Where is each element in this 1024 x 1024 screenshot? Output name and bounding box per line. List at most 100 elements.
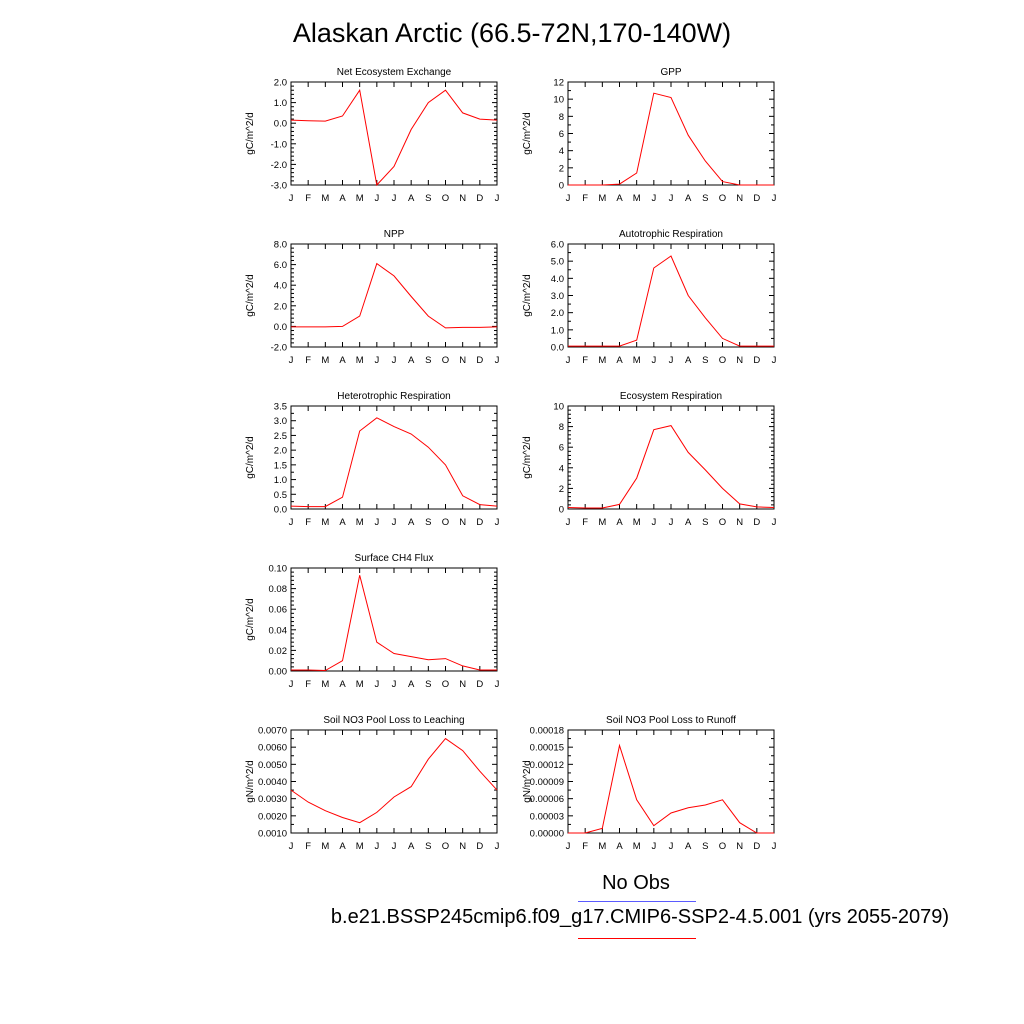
x-tick-label: J xyxy=(289,193,294,204)
x-tick-label: D xyxy=(753,355,760,366)
x-tick-label: M xyxy=(356,679,364,690)
x-tick-label: N xyxy=(459,193,466,204)
y-tick-label: 2.0 xyxy=(274,78,287,89)
y-axis-label: gC/m^2/d xyxy=(522,112,533,155)
x-tick-label: N xyxy=(459,517,466,528)
x-tick-label: J xyxy=(669,841,674,852)
panel-title: Soil NO3 Pool Loss to Runoff xyxy=(606,715,736,726)
x-tick-label: J xyxy=(392,517,397,528)
y-tick-label: 0.00012 xyxy=(530,760,564,771)
x-tick-label: J xyxy=(374,355,379,366)
x-tick-label: J xyxy=(566,517,571,528)
panel-title: Ecosystem Respiration xyxy=(620,391,722,402)
y-tick-label: 1.0 xyxy=(274,475,287,486)
x-tick-label: A xyxy=(408,679,415,690)
y-tick-label: 0.02 xyxy=(269,646,288,657)
x-tick-label: M xyxy=(321,517,329,528)
y-tick-label: 3.0 xyxy=(274,416,287,427)
y-tick-label: 0.0010 xyxy=(258,829,287,840)
y-tick-label: 2 xyxy=(559,484,564,495)
x-tick-label: J xyxy=(392,841,397,852)
x-tick-label: J xyxy=(772,355,777,366)
x-tick-label: N xyxy=(459,679,466,690)
y-tick-label: 0.0030 xyxy=(258,794,287,805)
y-tick-label: 0.00018 xyxy=(530,726,564,737)
plot-frame xyxy=(290,405,498,510)
y-tick-label: 4.0 xyxy=(551,274,564,285)
y-tick-label: 2.5 xyxy=(274,431,287,442)
x-tick-label: F xyxy=(305,841,311,852)
y-tick-label: 6 xyxy=(559,443,564,454)
legend-case-line xyxy=(578,938,696,939)
y-tick-label: 8.0 xyxy=(274,240,287,251)
x-tick-label: O xyxy=(719,355,726,366)
y-tick-label: 0.10 xyxy=(269,564,288,575)
y-tick-label: 0.0020 xyxy=(258,811,287,822)
x-tick-label: J xyxy=(495,679,500,690)
x-tick-label: S xyxy=(425,193,431,204)
x-tick-label: D xyxy=(476,355,483,366)
x-tick-label: F xyxy=(582,355,588,366)
x-tick-label: J xyxy=(772,193,777,204)
x-tick-label: F xyxy=(582,517,588,528)
x-tick-label: S xyxy=(702,841,708,852)
plot-frame xyxy=(290,243,498,348)
y-tick-label: -2.0 xyxy=(271,160,287,171)
y-axis-label: gC/m^2/d xyxy=(522,436,533,479)
x-tick-label: O xyxy=(719,517,726,528)
x-tick-label: S xyxy=(702,193,708,204)
chart-panel-1: Net Ecosystem Exchange gC/m^2/d 2.0 1.0 0.0 -… xyxy=(245,67,500,204)
x-tick-label: D xyxy=(476,517,483,528)
x-tick-label: S xyxy=(425,679,431,690)
y-tick-label: 0.0 xyxy=(274,119,287,130)
series-line xyxy=(290,88,498,187)
x-tick-label: F xyxy=(305,193,311,204)
y-tick-label: 0.0 xyxy=(551,343,564,354)
legend-obs-line xyxy=(578,901,696,902)
x-tick-label: D xyxy=(753,841,760,852)
x-tick-label: A xyxy=(616,193,623,204)
x-tick-label: S xyxy=(702,517,708,528)
x-tick-label: F xyxy=(582,841,588,852)
x-tick-label: J xyxy=(566,841,571,852)
y-axis-label: gN/m^2/d xyxy=(522,760,533,803)
y-axis-label: gC/m^2/d xyxy=(245,274,256,317)
x-tick-label: M xyxy=(356,193,364,204)
x-tick-label: N xyxy=(736,841,743,852)
x-tick-label: O xyxy=(442,679,449,690)
x-tick-label: M xyxy=(356,355,364,366)
plot-frame xyxy=(290,567,498,672)
panel-title: Surface CH4 Flux xyxy=(355,553,434,564)
page-title: Alaskan Arctic (66.5-72N,170-140W) xyxy=(292,18,732,48)
x-tick-label: O xyxy=(719,193,726,204)
x-tick-label: M xyxy=(321,841,329,852)
y-tick-label: 0.00000 xyxy=(530,829,564,840)
x-tick-label: M xyxy=(321,679,329,690)
x-tick-label: J xyxy=(495,841,500,852)
y-tick-label: 12 xyxy=(553,78,564,89)
x-tick-label: J xyxy=(651,355,656,366)
y-tick-label: 5.0 xyxy=(551,257,564,268)
x-tick-label: A xyxy=(616,841,623,852)
x-tick-label: J xyxy=(651,841,656,852)
x-tick-label: D xyxy=(476,679,483,690)
x-tick-label: A xyxy=(339,355,346,366)
chart-panel-4: Autotrophic Respiration gC/m^2/d 6.0 5.0 4.0… xyxy=(522,229,777,366)
x-tick-label: D xyxy=(753,517,760,528)
series-line xyxy=(568,92,774,186)
y-tick-label: 0.0040 xyxy=(258,777,287,788)
y-axis-label: gC/m^2/d xyxy=(245,112,256,155)
y-tick-label: 0.0 xyxy=(274,505,287,516)
y-tick-label: 0.00006 xyxy=(530,794,564,805)
x-tick-label: F xyxy=(582,193,588,204)
x-tick-label: F xyxy=(305,679,311,690)
y-tick-label: 0.00 xyxy=(269,667,288,678)
x-tick-label: J xyxy=(289,355,294,366)
x-tick-label: J xyxy=(289,517,294,528)
y-tick-label: 0.5 xyxy=(274,490,287,501)
y-tick-label: 6 xyxy=(559,129,564,140)
panel-title: NPP xyxy=(384,229,405,240)
y-tick-label: 3.0 xyxy=(551,291,564,302)
